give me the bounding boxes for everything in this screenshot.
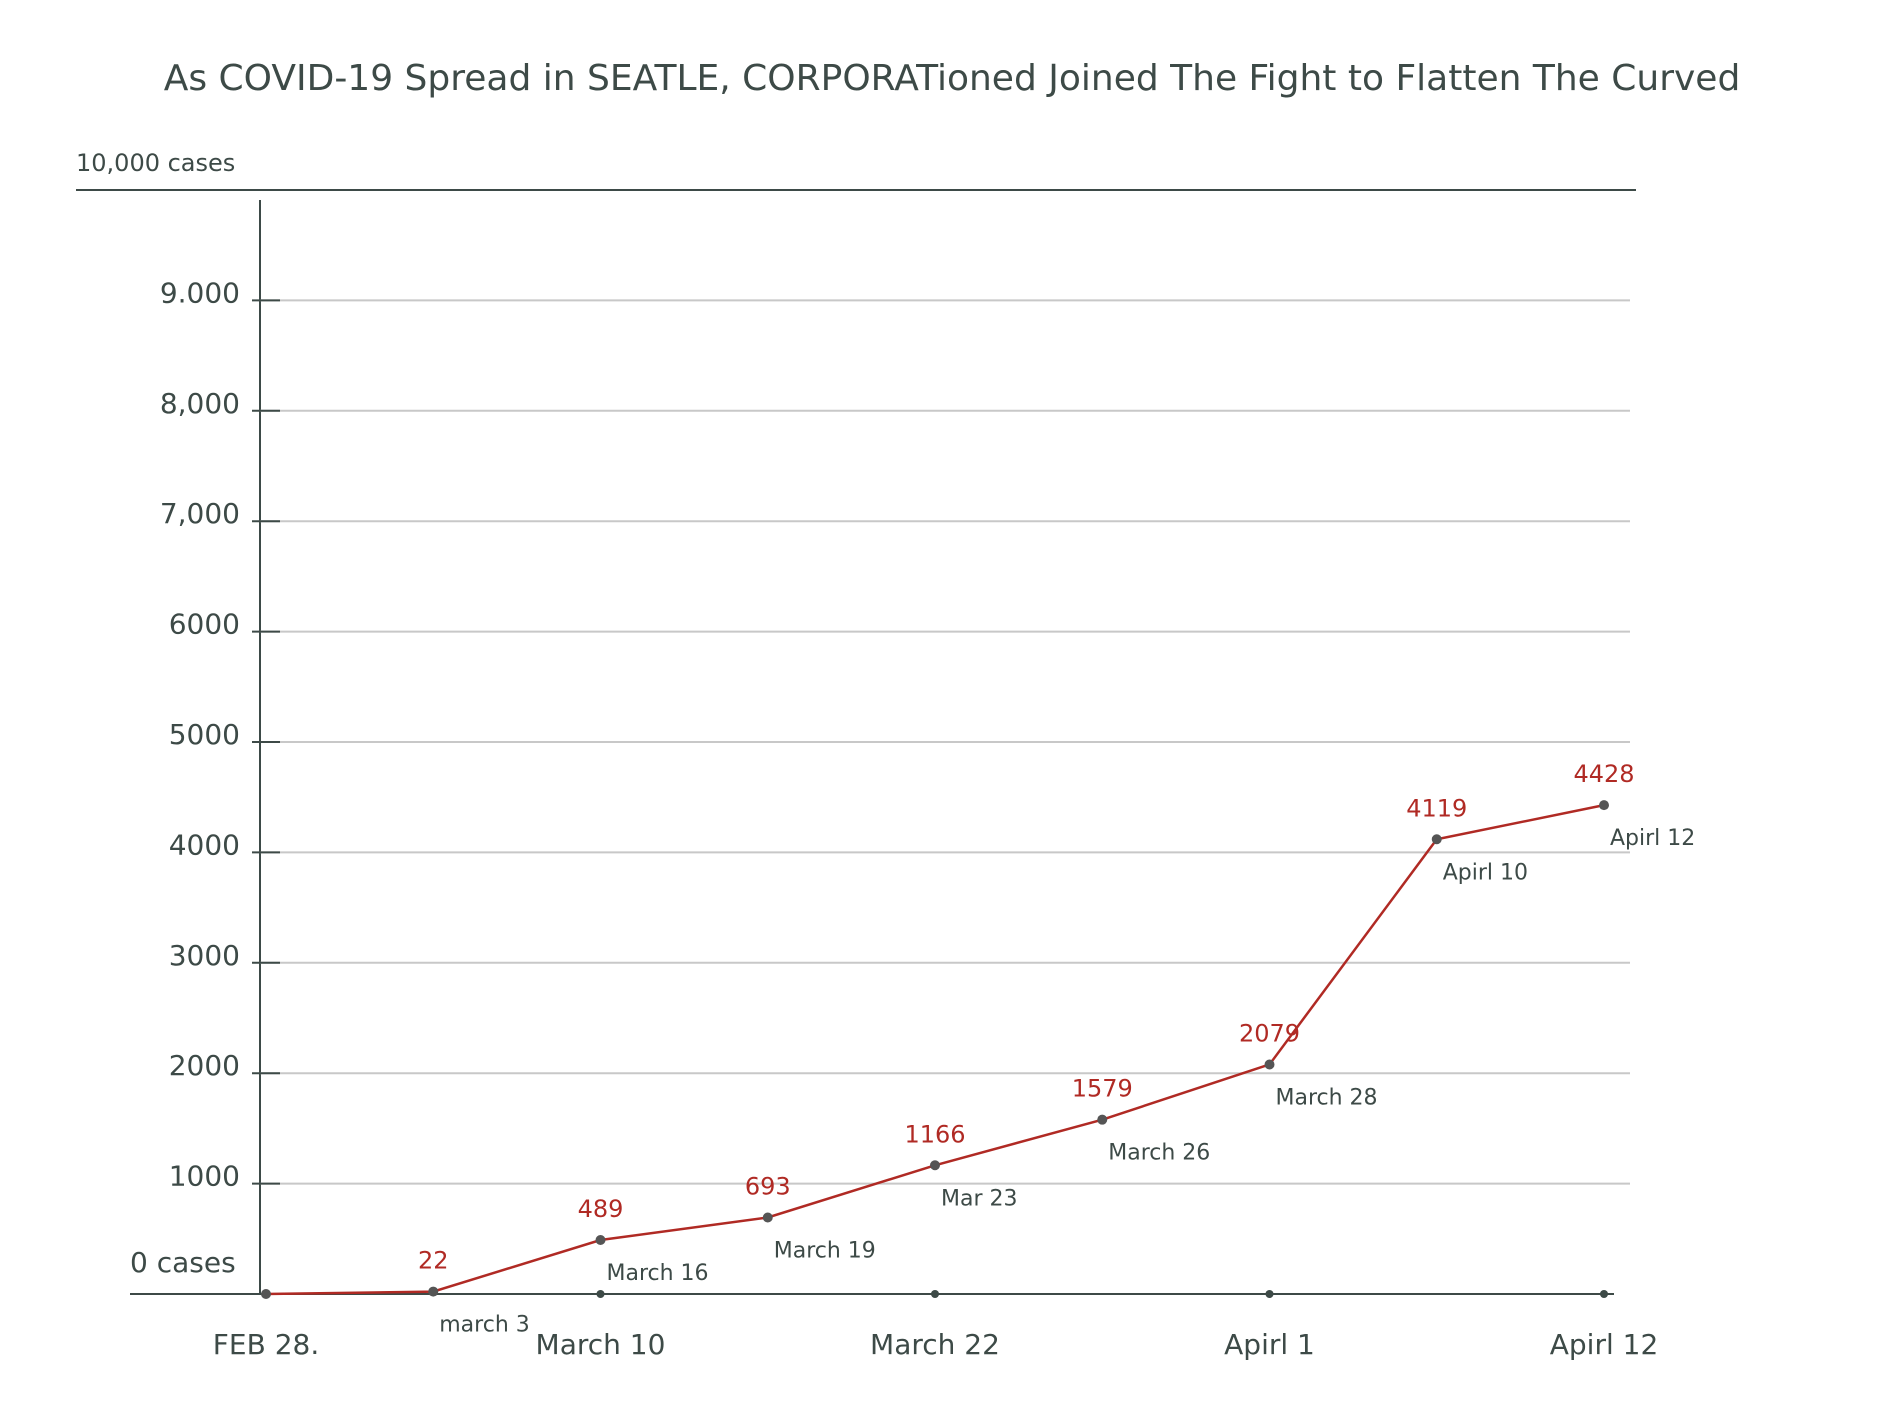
x-tick-label: Apirl 12: [1550, 1328, 1659, 1361]
y-tick-label: 9.000: [160, 276, 240, 309]
x-tick: [1600, 1290, 1608, 1298]
data-point: [1431, 834, 1442, 845]
data-point: [762, 1212, 773, 1223]
x-tick: [1265, 1290, 1274, 1298]
y-tick-label: 6000: [169, 608, 240, 641]
y-tick-label: 8,000: [160, 387, 240, 420]
x-tick-label: March 22: [870, 1328, 1000, 1361]
data-point: [1599, 800, 1609, 811]
data-point: [1097, 1114, 1108, 1125]
point-date-label: March 16: [607, 1261, 709, 1286]
data-point: [261, 1289, 271, 1299]
x-tick-label: March 10: [536, 1328, 666, 1361]
y-tick-label: 3000: [169, 939, 240, 972]
point-date-label: March 28: [1276, 1085, 1378, 1110]
value-label: 1166: [904, 1120, 965, 1148]
y-tick-label: 2000: [169, 1049, 240, 1082]
point-date-label: March 26: [1108, 1141, 1210, 1166]
y-tick-label: 1000: [169, 1160, 240, 1193]
y-tick-label: 4000: [169, 828, 240, 861]
chart-title: As COVID-19 Spread in SEATLE, CORPORATio…: [164, 58, 1741, 99]
x-tick-label: FEB 28.: [213, 1328, 319, 1361]
point-date-label: Apirl 12: [1610, 826, 1695, 851]
point-date-label: Mar 23: [941, 1186, 1018, 1211]
y-tick-label: 7,000: [160, 497, 240, 530]
value-label: 693: [745, 1172, 791, 1200]
x-tick: [931, 1290, 939, 1298]
y-tick-label: 5000: [169, 718, 240, 751]
value-label: 4119: [1406, 794, 1467, 822]
data-point: [930, 1160, 940, 1171]
value-label: 4428: [1573, 760, 1634, 788]
point-date-label: March 19: [774, 1238, 876, 1263]
data-point: [1264, 1059, 1275, 1070]
value-label: 1579: [1072, 1075, 1133, 1103]
point-date-label: Apirl 10: [1443, 860, 1528, 885]
data-point: [595, 1235, 606, 1246]
x-tick: [596, 1290, 605, 1298]
x-tick-label: Apirl 1: [1224, 1328, 1315, 1361]
y-tick-label: 10,000 cases: [76, 149, 235, 177]
y-tick-label: 0 cases: [130, 1246, 236, 1279]
value-label: 489: [578, 1195, 624, 1223]
data-line: [265, 803, 1605, 1296]
point-date-label: march 3: [439, 1313, 530, 1338]
value-label: 2079: [1239, 1019, 1300, 1047]
value-label: 22: [418, 1247, 449, 1275]
data-point: [428, 1286, 439, 1297]
